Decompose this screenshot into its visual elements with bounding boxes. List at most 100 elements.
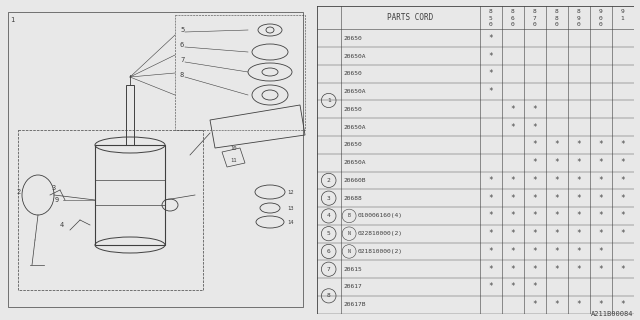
Text: 8: 8 [555,16,559,21]
Text: *: * [511,176,515,185]
Text: 6: 6 [511,16,515,21]
Text: 9: 9 [55,197,60,203]
Text: *: * [554,212,559,220]
Text: *: * [577,229,581,238]
Text: 7: 7 [180,57,184,63]
Text: *: * [532,123,537,132]
Text: 010006160(4): 010006160(4) [358,213,403,219]
Text: *: * [577,265,581,274]
Text: *: * [598,265,603,274]
Text: 3: 3 [52,185,56,191]
Text: *: * [511,194,515,203]
Text: *: * [620,176,625,185]
Text: *: * [598,176,603,185]
Text: 0: 0 [533,22,537,27]
Text: 022810000(2): 022810000(2) [358,231,403,236]
Text: *: * [598,158,603,167]
Text: 2: 2 [16,189,20,195]
Text: *: * [511,283,515,292]
Text: B: B [348,213,351,219]
Text: 4: 4 [327,213,330,219]
Text: 8: 8 [489,9,493,14]
Text: 11: 11 [230,157,237,163]
Text: 10: 10 [230,146,237,150]
Text: 20650A: 20650A [344,53,366,59]
Text: 8: 8 [180,72,184,78]
Text: *: * [511,123,515,132]
Text: *: * [488,247,493,256]
Text: *: * [532,158,537,167]
Text: 1: 1 [10,17,14,23]
Text: *: * [620,158,625,167]
Text: 5: 5 [180,27,184,33]
Text: *: * [488,212,493,220]
Text: 20650A: 20650A [344,124,366,130]
Text: *: * [598,194,603,203]
Text: *: * [577,194,581,203]
Text: *: * [577,140,581,149]
Text: *: * [620,300,625,309]
Text: 0: 0 [489,22,493,27]
Text: *: * [554,265,559,274]
Text: 3: 3 [327,196,330,201]
Text: 5: 5 [489,16,493,21]
Text: 6: 6 [327,249,330,254]
Text: *: * [577,300,581,309]
Text: N: N [348,249,351,254]
Text: A211B00084: A211B00084 [591,311,634,317]
Text: *: * [532,105,537,114]
Text: *: * [620,212,625,220]
Text: *: * [554,194,559,203]
Text: *: * [511,212,515,220]
Bar [126,85,134,145]
Text: *: * [620,265,625,274]
Text: 20617B: 20617B [344,302,366,307]
Text: *: * [532,300,537,309]
Text: *: * [532,140,537,149]
Text: 4: 4 [60,222,64,228]
Text: N: N [348,231,351,236]
Text: 20650: 20650 [344,107,362,112]
Text: 0: 0 [599,22,602,27]
Text: *: * [511,247,515,256]
Text: 12: 12 [287,189,294,195]
Text: 20660B: 20660B [344,178,366,183]
Text: 8: 8 [327,293,330,298]
Text: 8: 8 [555,9,559,14]
Text: *: * [532,194,537,203]
Bar [95,145,165,245]
Text: 0: 0 [599,16,602,21]
Text: *: * [532,176,537,185]
Text: 20615: 20615 [344,267,362,272]
Text: 8: 8 [577,9,580,14]
Text: 20650: 20650 [344,142,362,148]
Text: *: * [598,229,603,238]
Text: 1: 1 [621,16,625,21]
Text: 20688: 20688 [344,196,362,201]
Text: 1: 1 [327,98,330,103]
Text: *: * [554,158,559,167]
Text: 2: 2 [327,178,330,183]
Text: *: * [598,140,603,149]
Text: 20650: 20650 [344,36,362,41]
Text: 9: 9 [621,9,625,14]
Text: 13: 13 [287,205,294,211]
Text: *: * [488,52,493,60]
Text: 20650A: 20650A [344,160,366,165]
Text: *: * [554,140,559,149]
Text: *: * [532,247,537,256]
Text: *: * [577,158,581,167]
Text: *: * [532,229,537,238]
Text: 8: 8 [511,9,515,14]
Text: *: * [488,176,493,185]
Text: *: * [488,87,493,96]
Text: *: * [554,176,559,185]
Text: 0: 0 [577,22,580,27]
Text: *: * [554,300,559,309]
Text: *: * [620,229,625,238]
Text: 021810000(2): 021810000(2) [358,249,403,254]
Text: *: * [511,105,515,114]
Text: *: * [511,229,515,238]
Text: *: * [598,212,603,220]
Text: 8: 8 [533,9,537,14]
